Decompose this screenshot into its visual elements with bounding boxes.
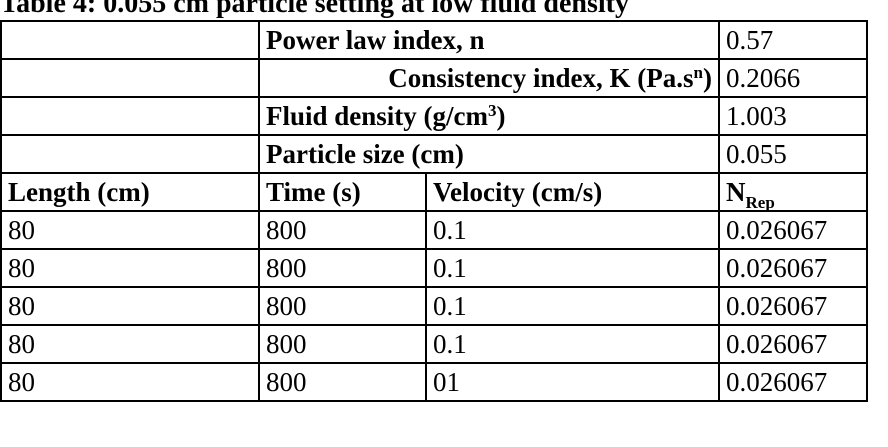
cell-text: 80 bbox=[8, 291, 35, 321]
label-text: ) bbox=[703, 63, 712, 93]
data-row: 80 800 0.1 0.026067 bbox=[0, 210, 868, 250]
cell-text: 80 bbox=[8, 253, 35, 283]
header-text: N bbox=[726, 177, 746, 207]
data-cell: 0.026067 bbox=[718, 210, 868, 250]
data-row: 80 800 0.1 0.026067 bbox=[0, 248, 868, 288]
cell-text: 0.026067 bbox=[726, 329, 828, 359]
property-value: 0.2066 bbox=[718, 58, 868, 98]
data-cell: 80 bbox=[0, 210, 260, 250]
cell-text: 0.1 bbox=[433, 291, 467, 321]
cell-text: 800 bbox=[266, 291, 307, 321]
data-cell: 0.1 bbox=[425, 324, 720, 364]
data-cell: 0.1 bbox=[425, 248, 720, 288]
cell-text: 0.1 bbox=[433, 253, 467, 283]
value-text: 0.57 bbox=[726, 25, 774, 55]
property-row: Fluid density (g/cm3) 1.003 bbox=[0, 96, 868, 136]
empty-cell bbox=[0, 96, 260, 136]
cell-text: 800 bbox=[266, 329, 307, 359]
label-text: Consistency index, K (Pa.s bbox=[388, 63, 694, 93]
property-label: Particle size (cm) bbox=[258, 134, 720, 174]
property-label: Consistency index, K (Pa.sn) bbox=[258, 58, 720, 98]
header-subscript: Rep bbox=[745, 193, 775, 212]
empty-cell bbox=[0, 20, 260, 60]
data-cell: 800 bbox=[258, 248, 427, 288]
header-row: Length (cm) Time (s) Velocity (cm/s) NRep bbox=[0, 172, 868, 212]
property-label: Power law index, n bbox=[258, 20, 720, 60]
cell-text: 0.026067 bbox=[726, 291, 828, 321]
data-cell: 800 bbox=[258, 362, 427, 402]
data-cell: 01 bbox=[425, 362, 720, 402]
data-cell: 0.026067 bbox=[718, 248, 868, 288]
header-text: Length (cm) bbox=[8, 177, 150, 207]
cell-text: 0.1 bbox=[433, 215, 467, 245]
cell-text: 80 bbox=[8, 329, 35, 359]
data-cell: 80 bbox=[0, 324, 260, 364]
table-title: Table 4: 0.055 cm particle setting at lo… bbox=[0, 0, 629, 19]
property-label: Fluid density (g/cm3) bbox=[258, 96, 720, 136]
data-cell: 0.1 bbox=[425, 286, 720, 326]
label-superscript: n bbox=[693, 63, 703, 82]
data-cell: 0.026067 bbox=[718, 362, 868, 402]
empty-cell bbox=[0, 58, 260, 98]
column-header: Time (s) bbox=[258, 172, 427, 212]
property-value: 0.57 bbox=[718, 20, 868, 60]
cell-text: 80 bbox=[8, 367, 35, 397]
empty-cell bbox=[0, 134, 260, 174]
data-cell: 80 bbox=[0, 286, 260, 326]
property-row: Power law index, n 0.57 bbox=[0, 20, 868, 60]
value-text: 0.055 bbox=[726, 139, 787, 169]
data-row: 80 800 01 0.026067 bbox=[0, 362, 868, 402]
property-row: Consistency index, K (Pa.sn) 0.2066 bbox=[0, 58, 868, 98]
data-row: 80 800 0.1 0.026067 bbox=[0, 286, 868, 326]
cell-text: 800 bbox=[266, 215, 307, 245]
column-header: Velocity (cm/s) bbox=[425, 172, 720, 212]
label-text: Power law index, n bbox=[266, 25, 485, 55]
property-value: 0.055 bbox=[718, 134, 868, 174]
column-header: Length (cm) bbox=[0, 172, 260, 212]
data-cell: 80 bbox=[0, 248, 260, 288]
property-row: Particle size (cm) 0.055 bbox=[0, 134, 868, 174]
cell-text: 0.026067 bbox=[726, 367, 828, 397]
cell-text: 800 bbox=[266, 367, 307, 397]
data-cell: 0.026067 bbox=[718, 286, 868, 326]
label-superscript: 3 bbox=[488, 101, 497, 120]
cell-text: 800 bbox=[266, 253, 307, 283]
data-cell: 0.1 bbox=[425, 210, 720, 250]
label-text: Fluid density (g/cm bbox=[266, 101, 489, 131]
data-cell: 800 bbox=[258, 324, 427, 364]
data-row: 80 800 0.1 0.026067 bbox=[0, 324, 868, 364]
header-text: Time (s) bbox=[266, 177, 361, 207]
data-cell: 800 bbox=[258, 210, 427, 250]
header-text: Velocity (cm/s) bbox=[433, 177, 603, 207]
label-text: ) bbox=[496, 101, 506, 131]
property-value: 1.003 bbox=[718, 96, 868, 136]
data-cell: 80 bbox=[0, 362, 260, 402]
value-text: 1.003 bbox=[726, 101, 787, 131]
value-text: 0.2066 bbox=[726, 63, 801, 93]
cell-text: 01 bbox=[433, 367, 460, 397]
data-table: Power law index, n 0.57 Consistency index,… bbox=[0, 20, 868, 402]
label-text: Particle size (cm) bbox=[266, 139, 464, 169]
cell-text: 0.026067 bbox=[726, 253, 828, 283]
data-cell: 0.026067 bbox=[718, 324, 868, 364]
column-header: NRep bbox=[718, 172, 868, 212]
data-cell: 800 bbox=[258, 286, 427, 326]
cell-text: 80 bbox=[8, 215, 35, 245]
cell-text: 0.026067 bbox=[726, 215, 828, 245]
cell-text: 0.1 bbox=[433, 329, 467, 359]
